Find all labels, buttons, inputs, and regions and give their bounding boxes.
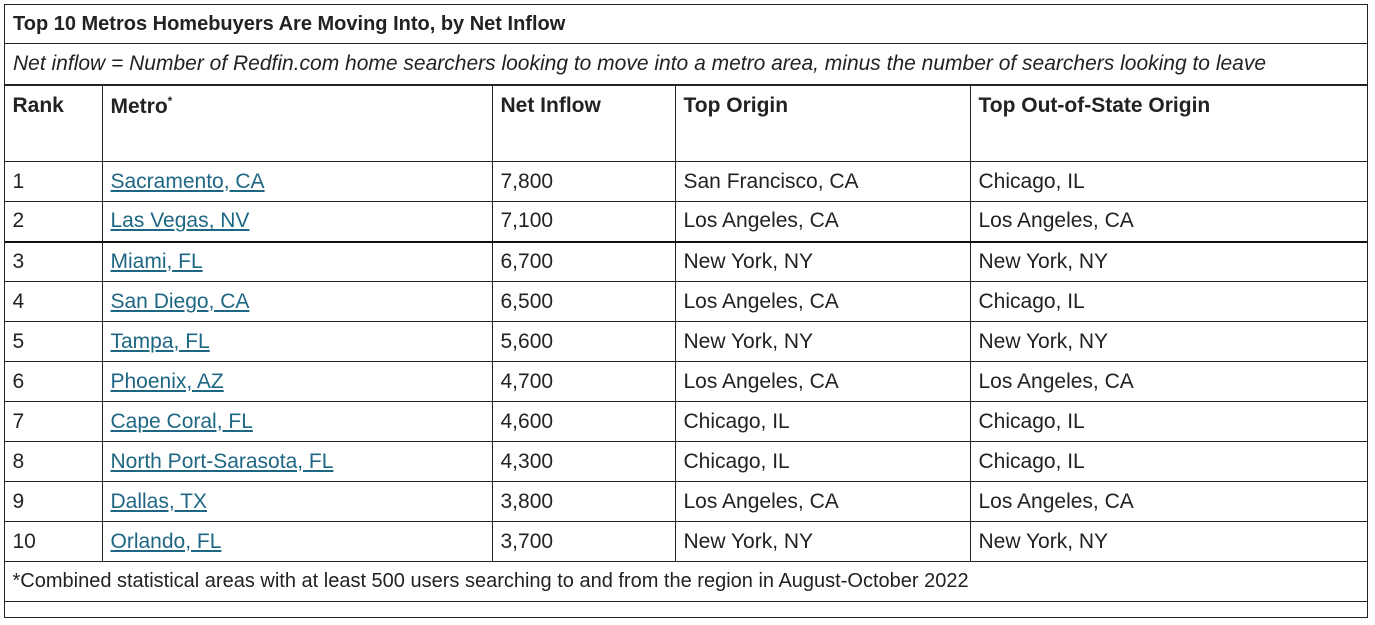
metro-cell: Tampa, FL <box>102 322 492 362</box>
rank-cell: 8 <box>4 442 102 482</box>
net-inflow-cell: 6,500 <box>492 282 675 322</box>
top-origin-cell: Los Angeles, CA <box>675 482 970 522</box>
rank-cell: 6 <box>4 362 102 402</box>
top-out-of-state-origin-cell: Chicago, IL <box>970 402 1368 442</box>
footnote: *Combined statistical areas with at leas… <box>4 562 1368 602</box>
rank-cell: 3 <box>4 242 102 282</box>
rank-cell: 9 <box>4 482 102 522</box>
metro-link[interactable]: Sacramento, CA <box>111 170 265 193</box>
metro-link[interactable]: Dallas, TX <box>111 490 207 513</box>
metro-link[interactable]: Phoenix, AZ <box>111 370 224 393</box>
header-row: Rank Metro* Net Inflow Top Origin Top Ou… <box>4 86 1368 162</box>
top-out-of-state-origin-cell: Los Angeles, CA <box>970 202 1368 242</box>
metros-table: Rank Metro* Net Inflow Top Origin Top Ou… <box>4 85 1368 602</box>
rank-cell: 7 <box>4 402 102 442</box>
rank-cell: 2 <box>4 202 102 242</box>
column-header-metro-label: Metro <box>111 95 168 118</box>
top-origin-cell: Los Angeles, CA <box>675 362 970 402</box>
top-out-of-state-origin-cell: New York, NY <box>970 242 1368 282</box>
metro-cell: Cape Coral, FL <box>102 402 492 442</box>
top-out-of-state-origin-cell: Chicago, IL <box>970 162 1368 202</box>
top-out-of-state-origin-cell: Los Angeles, CA <box>970 482 1368 522</box>
top-origin-cell: New York, NY <box>675 242 970 282</box>
top-out-of-state-origin-cell: New York, NY <box>970 522 1368 562</box>
net-inflow-cell: 3,700 <box>492 522 675 562</box>
metro-cell: Miami, FL <box>102 242 492 282</box>
top-origin-cell: Chicago, IL <box>675 442 970 482</box>
column-header-top-out-of-state-origin: Top Out-of-State Origin <box>970 86 1368 162</box>
table-row: 6 Phoenix, AZ 4,700 Los Angeles, CA Los … <box>4 362 1368 402</box>
metro-cell: Sacramento, CA <box>102 162 492 202</box>
column-header-rank: Rank <box>4 86 102 162</box>
metro-cell: North Port-Sarasota, FL <box>102 442 492 482</box>
top-origin-cell: New York, NY <box>675 322 970 362</box>
net-inflow-cell: 4,300 <box>492 442 675 482</box>
column-header-net-inflow: Net Inflow <box>492 86 675 162</box>
net-inflow-cell: 5,600 <box>492 322 675 362</box>
top-out-of-state-origin-cell: New York, NY <box>970 322 1368 362</box>
column-header-top-origin: Top Origin <box>675 86 970 162</box>
metro-cell: Phoenix, AZ <box>102 362 492 402</box>
footnote-row: *Combined statistical areas with at leas… <box>4 562 1368 602</box>
table-row: 1 Sacramento, CA 7,800 San Francisco, CA… <box>4 162 1368 202</box>
top-origin-cell: Los Angeles, CA <box>675 282 970 322</box>
top-out-of-state-origin-cell: Chicago, IL <box>970 282 1368 322</box>
metro-link[interactable]: Cape Coral, FL <box>111 410 253 433</box>
rank-cell: 4 <box>4 282 102 322</box>
metro-cell: Dallas, TX <box>102 482 492 522</box>
metro-cell: Las Vegas, NV <box>102 202 492 242</box>
rank-cell: 1 <box>4 162 102 202</box>
metros-table-card: Top 10 Metros Homebuyers Are Moving Into… <box>4 4 1368 618</box>
net-inflow-cell: 6,700 <box>492 242 675 282</box>
top-origin-cell: New York, NY <box>675 522 970 562</box>
metro-link[interactable]: San Diego, CA <box>111 290 250 313</box>
rank-cell: 10 <box>4 522 102 562</box>
table-row: 7 Cape Coral, FL 4,600 Chicago, IL Chica… <box>4 402 1368 442</box>
top-origin-cell: Chicago, IL <box>675 402 970 442</box>
table-title: Top 10 Metros Homebuyers Are Moving Into… <box>5 5 1367 44</box>
table-row: 3 Miami, FL 6,700 New York, NY New York,… <box>4 242 1368 282</box>
table-subtitle: Net inflow = Number of Redfin.com home s… <box>5 44 1367 85</box>
metro-link[interactable]: Orlando, FL <box>111 530 222 553</box>
table-row: 8 North Port-Sarasota, FL 4,300 Chicago,… <box>4 442 1368 482</box>
top-out-of-state-origin-cell: Los Angeles, CA <box>970 362 1368 402</box>
net-inflow-cell: 4,600 <box>492 402 675 442</box>
top-origin-cell: Los Angeles, CA <box>675 202 970 242</box>
net-inflow-cell: 7,800 <box>492 162 675 202</box>
table-row: 5 Tampa, FL 5,600 New York, NY New York,… <box>4 322 1368 362</box>
metro-link[interactable]: Tampa, FL <box>111 330 210 353</box>
metro-cell: Orlando, FL <box>102 522 492 562</box>
metro-link[interactable]: Miami, FL <box>111 250 203 273</box>
net-inflow-cell: 4,700 <box>492 362 675 402</box>
footnote-marker: * <box>168 94 173 108</box>
rank-cell: 5 <box>4 322 102 362</box>
top-out-of-state-origin-cell: Chicago, IL <box>970 442 1368 482</box>
metro-link[interactable]: Las Vegas, NV <box>111 209 250 232</box>
table-row: 10 Orlando, FL 3,700 New York, NY New Yo… <box>4 522 1368 562</box>
table-row: 2 Las Vegas, NV 7,100 Los Angeles, CA Lo… <box>4 202 1368 242</box>
table-row: 4 San Diego, CA 6,500 Los Angeles, CA Ch… <box>4 282 1368 322</box>
net-inflow-cell: 3,800 <box>492 482 675 522</box>
column-header-metro: Metro* <box>102 86 492 162</box>
table-row: 9 Dallas, TX 3,800 Los Angeles, CA Los A… <box>4 482 1368 522</box>
metro-cell: San Diego, CA <box>102 282 492 322</box>
net-inflow-cell: 7,100 <box>492 202 675 242</box>
metro-link[interactable]: North Port-Sarasota, FL <box>111 450 334 473</box>
top-origin-cell: San Francisco, CA <box>675 162 970 202</box>
